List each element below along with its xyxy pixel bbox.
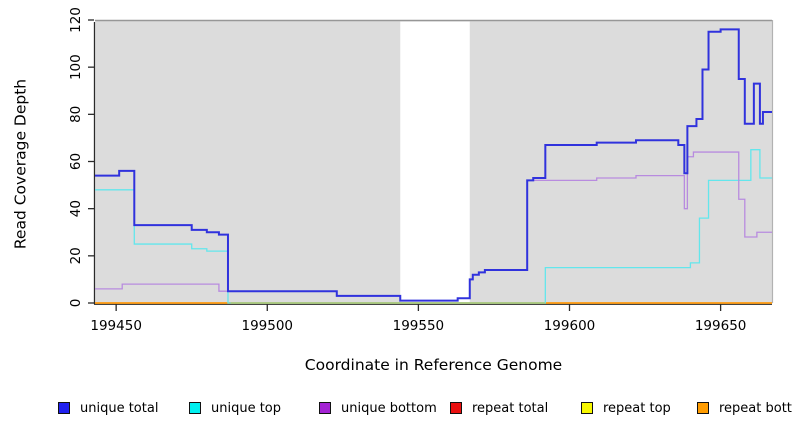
legend-swatch-unique-bottom: [319, 402, 331, 414]
legend-item-repeat-top: repeat top: [581, 398, 671, 418]
legend-label: unique bottom: [341, 400, 437, 416]
x-tick-label: 199450: [90, 318, 142, 334]
legend-item-repeat-total: repeat total: [450, 398, 548, 418]
x-tick-label: 199600: [544, 318, 596, 334]
legend-swatch-repeat-bottom: [697, 402, 709, 414]
x-tick-label: 199500: [241, 318, 293, 334]
y-axis-title: Read Coverage Depth: [11, 78, 30, 250]
y-tick-label: 0: [68, 299, 84, 308]
legend-item-unique-top: unique top: [189, 398, 281, 418]
legend-label: unique total: [80, 400, 159, 416]
x-tick-label: 199550: [393, 318, 445, 334]
legend-label: unique top: [211, 400, 282, 416]
legend-label: repeat total: [472, 400, 549, 416]
y-tick-label: 20: [68, 247, 84, 264]
legend-item-unique-total: unique total: [58, 398, 158, 418]
y-tick-label: 40: [68, 200, 84, 217]
series-unique-total: [95, 28, 772, 302]
legend-swatch-repeat-top: [581, 402, 593, 414]
y-tick-label: 60: [68, 153, 84, 170]
legend: unique total unique top unique bottom repea…: [0, 398, 792, 422]
legend-label: repeat bottom: [719, 400, 792, 416]
legend-item-unique-bottom: unique bottom: [319, 398, 437, 418]
legend-label: repeat top: [603, 400, 671, 416]
coverage-gap-band: [400, 21, 470, 304]
x-tick-label: 199650: [695, 318, 747, 334]
x-axis-title: Coordinate in Reference Genome: [304, 356, 563, 374]
y-tick-label: 100: [68, 54, 84, 80]
y-tick-label: 80: [68, 106, 84, 123]
y-tick-label: 120: [68, 7, 84, 33]
legend-swatch-unique-top: [189, 402, 201, 414]
legend-item-repeat-bottom: repeat bottom: [697, 398, 792, 418]
series-unique-top: [95, 149, 772, 304]
legend-swatch-unique-total: [58, 402, 70, 414]
legend-swatch-repeat-total: [450, 402, 462, 414]
